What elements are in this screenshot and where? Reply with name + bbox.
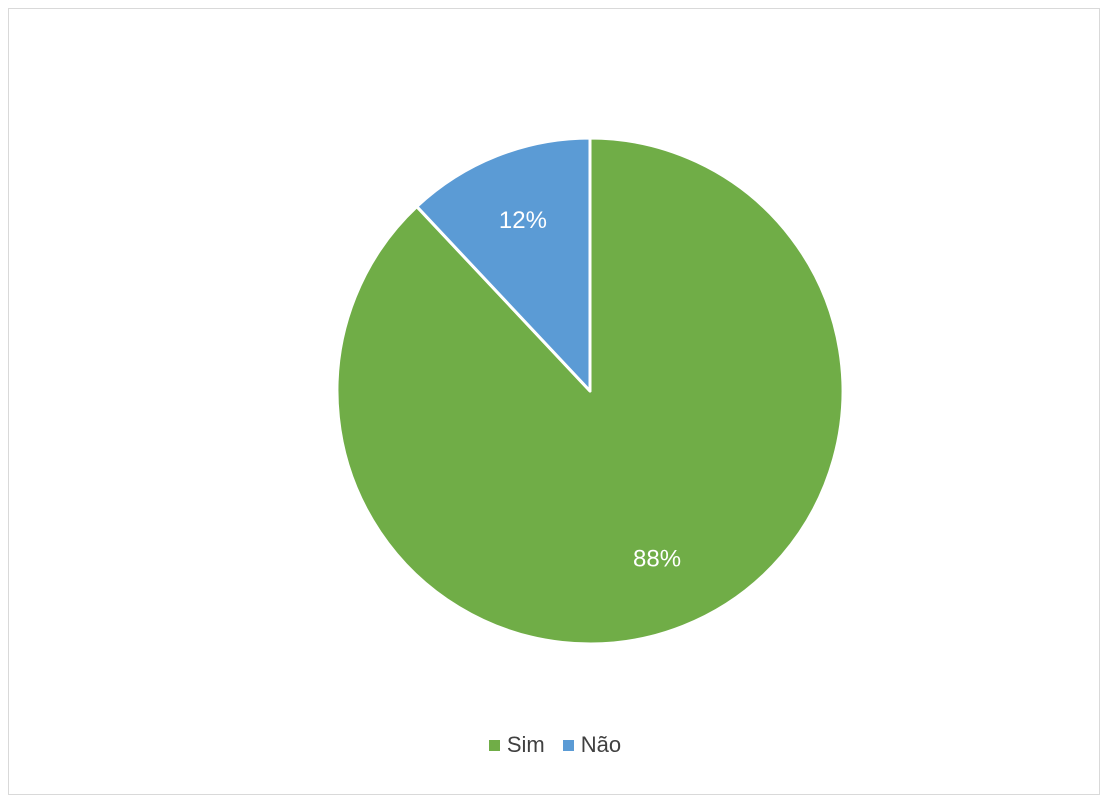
legend: Sim Não <box>0 732 1110 758</box>
data-label-sim: 88% <box>633 546 681 573</box>
legend-item-nao: Não <box>562 732 622 758</box>
pie-slice-n-o <box>415 136 592 393</box>
legend-item-sim: Sim <box>488 732 545 758</box>
legend-swatch-sim <box>488 739 500 751</box>
data-label-n-o: 12% <box>499 207 547 234</box>
legend-swatch-nao <box>562 739 574 751</box>
legend-label-sim: Sim <box>506 732 545 757</box>
legend-label-nao: Não <box>580 732 622 757</box>
